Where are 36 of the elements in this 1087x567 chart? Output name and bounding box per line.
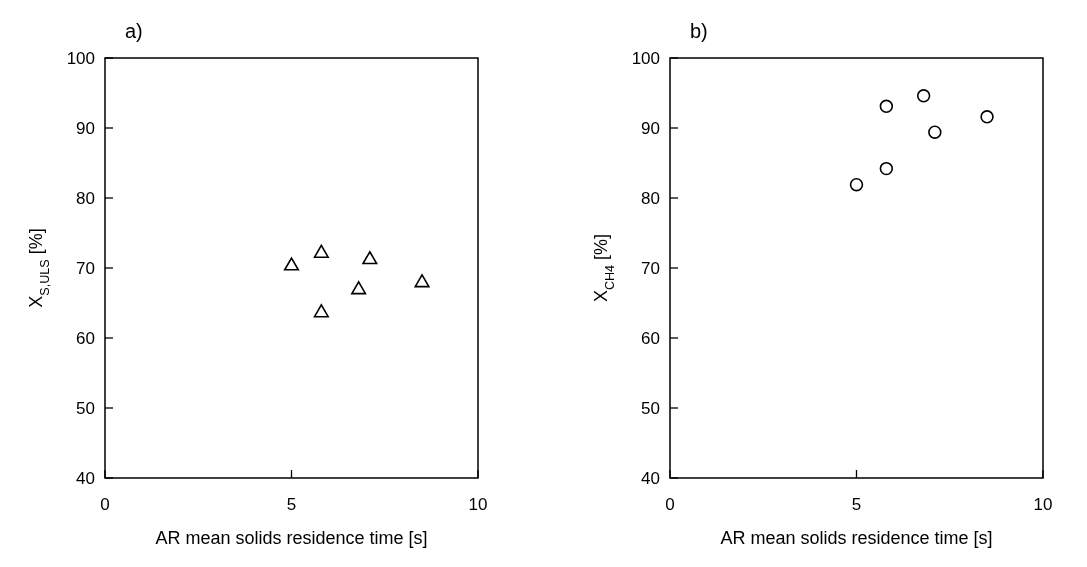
chart-title: a) bbox=[125, 20, 143, 42]
y-tick-label: 40 bbox=[76, 468, 95, 488]
y-tick-label: 40 bbox=[641, 468, 660, 488]
y-tick-label: 50 bbox=[76, 398, 95, 418]
y-tick-label: 100 bbox=[66, 48, 95, 68]
x-tick-label: 5 bbox=[286, 495, 297, 514]
point bbox=[980, 110, 994, 124]
y-tick-label: 50 bbox=[641, 398, 660, 418]
point bbox=[351, 281, 367, 295]
point bbox=[916, 89, 931, 103]
chart-title: b) bbox=[690, 20, 708, 42]
y-tick-label: 70 bbox=[76, 258, 95, 278]
x-axis-title: AR mean solids residence time [s] bbox=[155, 528, 428, 548]
point bbox=[414, 274, 430, 288]
y-tick-label: 60 bbox=[641, 328, 660, 348]
y-tick-label: 80 bbox=[641, 188, 660, 208]
point bbox=[849, 177, 864, 192]
y-tick-label: 80 bbox=[76, 188, 95, 208]
point bbox=[283, 257, 300, 271]
point bbox=[313, 304, 329, 318]
x-tick-label: 10 bbox=[1033, 495, 1053, 514]
point bbox=[313, 244, 329, 259]
x-tick-label: 0 bbox=[100, 495, 110, 514]
point bbox=[879, 99, 894, 114]
x-axis-title: AR mean solids residence time [s] bbox=[720, 528, 993, 548]
point bbox=[879, 161, 894, 176]
x-tick-label: 10 bbox=[468, 495, 488, 514]
point bbox=[928, 125, 942, 139]
point bbox=[362, 250, 378, 265]
y-tick-label: 90 bbox=[76, 118, 95, 138]
x-tick-label: 0 bbox=[665, 495, 675, 514]
x-tick-label: 5 bbox=[851, 495, 862, 514]
y-tick-label: 90 bbox=[641, 118, 660, 138]
y-tick-label: 100 bbox=[631, 48, 660, 68]
y-tick-label: 70 bbox=[641, 258, 660, 278]
y-tick-label: 60 bbox=[76, 328, 95, 348]
